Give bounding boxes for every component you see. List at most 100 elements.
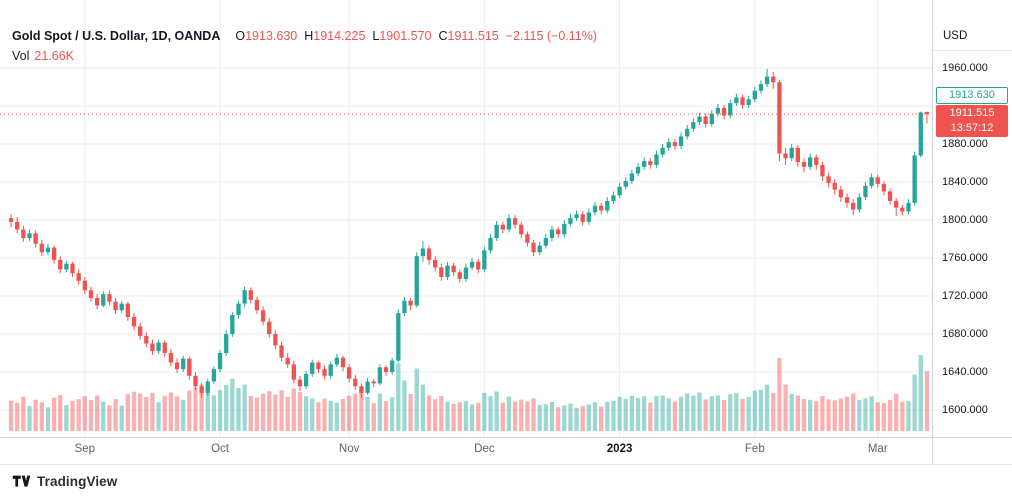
volume-bar (691, 395, 696, 431)
volume-bar (445, 401, 450, 431)
candle-body (869, 177, 874, 186)
volume-bar (420, 384, 426, 431)
volume-bar (488, 396, 493, 431)
candle-body (672, 142, 678, 146)
candle-body (377, 367, 383, 384)
volume-bar (586, 404, 592, 431)
candle-body (549, 229, 555, 239)
volume-bar (740, 398, 745, 431)
candle-body (728, 103, 733, 116)
volume-bar (15, 402, 20, 431)
candle-body (697, 116, 702, 123)
candlesticks (8, 68, 930, 398)
volume-bar (697, 392, 702, 431)
candle-body (451, 265, 456, 273)
volume-bar (599, 406, 604, 431)
time-axis[interactable]: Sep Oct Nov Dec 2023 Feb Mar (0, 438, 1012, 464)
volume-bar (377, 393, 383, 431)
volume-bar (365, 396, 370, 431)
candle-body (242, 290, 247, 304)
candle-body (224, 334, 229, 353)
candle-body (863, 185, 868, 198)
low-label: L (372, 29, 380, 43)
time-axis-label: 2023 (606, 443, 633, 455)
volume-bar (156, 402, 161, 431)
volume-bar (672, 401, 678, 431)
candle-body (648, 161, 653, 165)
volume-bar (267, 391, 272, 431)
candle-body (562, 223, 567, 235)
candle-body (371, 381, 376, 384)
candle-body (426, 248, 432, 260)
price-tick-label: 1640.000 (942, 366, 988, 378)
volume-bar (273, 394, 278, 431)
volume-bars (8, 355, 930, 431)
volume-bar (396, 363, 401, 431)
tradingview-attribution[interactable]: TradingView (12, 472, 117, 491)
candle-body (291, 364, 296, 380)
volume-bar (144, 397, 149, 431)
volume-bar (820, 396, 825, 431)
volume-bar (297, 392, 303, 431)
candle-body (924, 112, 930, 115)
candle-body (230, 315, 235, 334)
candle-body (525, 234, 530, 243)
candle-body (611, 195, 616, 201)
volume-bar (371, 403, 376, 431)
price-tick-label: 1840.000 (942, 176, 988, 188)
volume-bar (199, 384, 204, 431)
volume-bar (451, 403, 456, 431)
candle-body (260, 310, 266, 322)
candle-body (285, 357, 290, 365)
volume-bar (346, 395, 352, 431)
volume-value: 21.66K (34, 49, 75, 63)
volume-bar (58, 395, 63, 431)
volume-bar (457, 402, 462, 431)
time-axis-label: Mar (867, 443, 888, 455)
candle-body (482, 250, 487, 270)
volume-bar (193, 387, 198, 431)
candle-body (894, 201, 899, 208)
volume-bar (512, 401, 518, 431)
volume-bar (801, 398, 807, 431)
candle-body (605, 201, 610, 211)
candle-body (211, 369, 217, 382)
volume-bar (70, 401, 75, 431)
candle-body (193, 375, 198, 387)
candle-body (402, 300, 407, 314)
candle-body (592, 205, 598, 213)
price-axis[interactable]: USD 1960.000 1880.000 1840.000 1800.000 1760… (932, 0, 1012, 464)
volume-bar (531, 398, 536, 431)
volume-bar (260, 393, 266, 431)
price-tick-label: 1760.000 (942, 252, 988, 264)
volume-bar (217, 390, 223, 431)
candle-body (629, 173, 635, 182)
volume-bar (230, 378, 235, 431)
candle-body (623, 181, 628, 187)
candle-body (187, 358, 192, 376)
volume-bar (924, 371, 930, 431)
volume-bar (894, 393, 899, 431)
symbol-title[interactable]: Gold Spot / U.S. Dollar, 1D, OANDA (12, 29, 221, 43)
symbol-legend[interactable]: Gold Spot / U.S. Dollar, 1D, OANDA O1913.… (12, 28, 597, 65)
volume-bar (433, 399, 438, 431)
time-axis-label: Sep (74, 443, 96, 455)
price-tick-label: 1720.000 (942, 290, 988, 302)
candle-body (445, 265, 450, 277)
volume-bar (322, 398, 327, 431)
candle-body (51, 247, 57, 260)
volume-bar (900, 401, 905, 431)
candle-body (906, 202, 911, 212)
candle-body (248, 290, 253, 300)
candle-body (15, 221, 20, 230)
volume-bar (838, 398, 844, 431)
candle-body (494, 224, 499, 239)
candle-body (359, 386, 364, 393)
candle-body (574, 214, 579, 219)
volume-bar (168, 392, 174, 431)
legend-ohlc-row: Gold Spot / U.S. Dollar, 1D, OANDA O1913.… (12, 28, 597, 45)
volume-bar (113, 398, 118, 431)
candle-body (771, 76, 776, 83)
